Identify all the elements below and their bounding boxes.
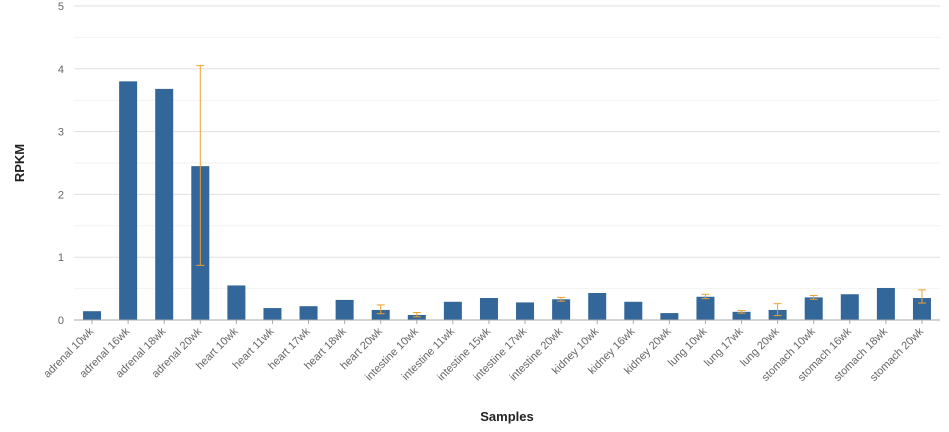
bar[interactable] <box>696 296 715 320</box>
error-bars <box>196 65 926 318</box>
bar[interactable] <box>516 302 535 320</box>
y-tick-label: 5 <box>58 1 64 13</box>
bar[interactable] <box>371 309 390 320</box>
y-tick-label: 0 <box>58 315 64 327</box>
bar[interactable] <box>912 298 931 320</box>
y-tick-label: 1 <box>58 252 64 264</box>
bar[interactable] <box>83 311 102 320</box>
bar[interactable] <box>443 301 462 320</box>
y-tick-label: 2 <box>58 189 64 201</box>
bar[interactable] <box>479 298 498 320</box>
bar[interactable] <box>804 297 823 320</box>
y-axis-ticks: 0 1 2 3 4 5 <box>58 1 64 327</box>
bar[interactable] <box>876 287 895 320</box>
y-axis-title: RPKM <box>12 144 27 182</box>
x-axis-title: Samples <box>480 409 533 424</box>
bar[interactable] <box>155 88 174 321</box>
bar[interactable] <box>624 301 643 320</box>
y-tick-label: 4 <box>58 64 64 76</box>
bar[interactable] <box>552 299 571 320</box>
bar[interactable] <box>299 306 318 320</box>
bar[interactable] <box>732 311 751 320</box>
bar[interactable] <box>335 299 354 320</box>
bars <box>83 81 931 321</box>
bar[interactable] <box>119 81 138 320</box>
y-tick-label: 3 <box>58 127 64 139</box>
bar[interactable] <box>407 314 426 320</box>
gridlines <box>74 5 940 290</box>
bar[interactable] <box>588 292 607 320</box>
bar[interactable] <box>840 294 859 320</box>
bar[interactable] <box>660 313 679 320</box>
bar[interactable] <box>227 285 246 320</box>
bar[interactable] <box>263 308 282 320</box>
